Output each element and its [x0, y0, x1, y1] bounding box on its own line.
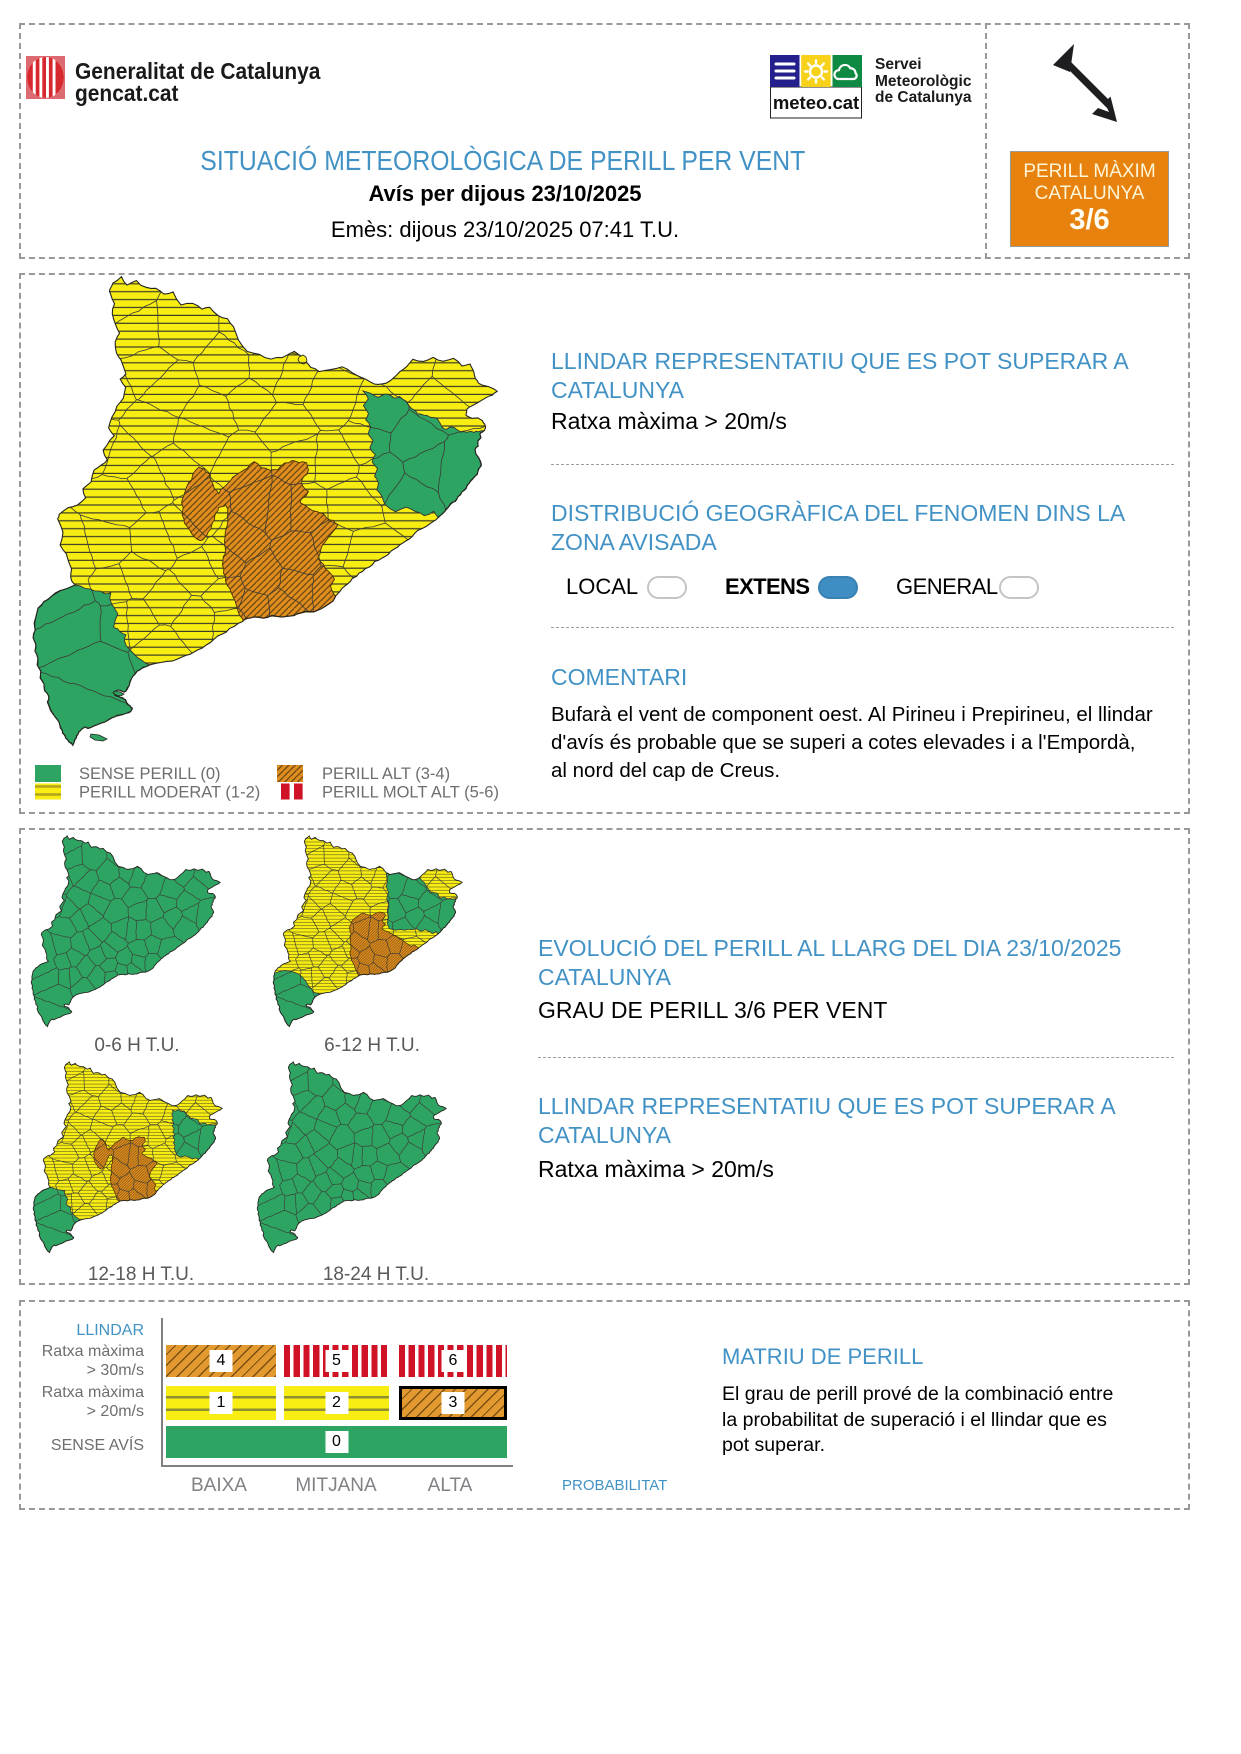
svg-text:PERILL ALT (3-4): PERILL ALT (3-4) — [322, 765, 450, 783]
svg-text:PERILL MODERAT (1-2): PERILL MODERAT (1-2) — [79, 784, 260, 802]
svg-text:meteo.cat: meteo.cat — [773, 92, 859, 113]
svg-text:SENSE PERILL (0): SENSE PERILL (0) — [79, 765, 221, 783]
svg-text:PERILL MOLT ALT (5-6): PERILL MOLT ALT (5-6) — [322, 784, 499, 802]
